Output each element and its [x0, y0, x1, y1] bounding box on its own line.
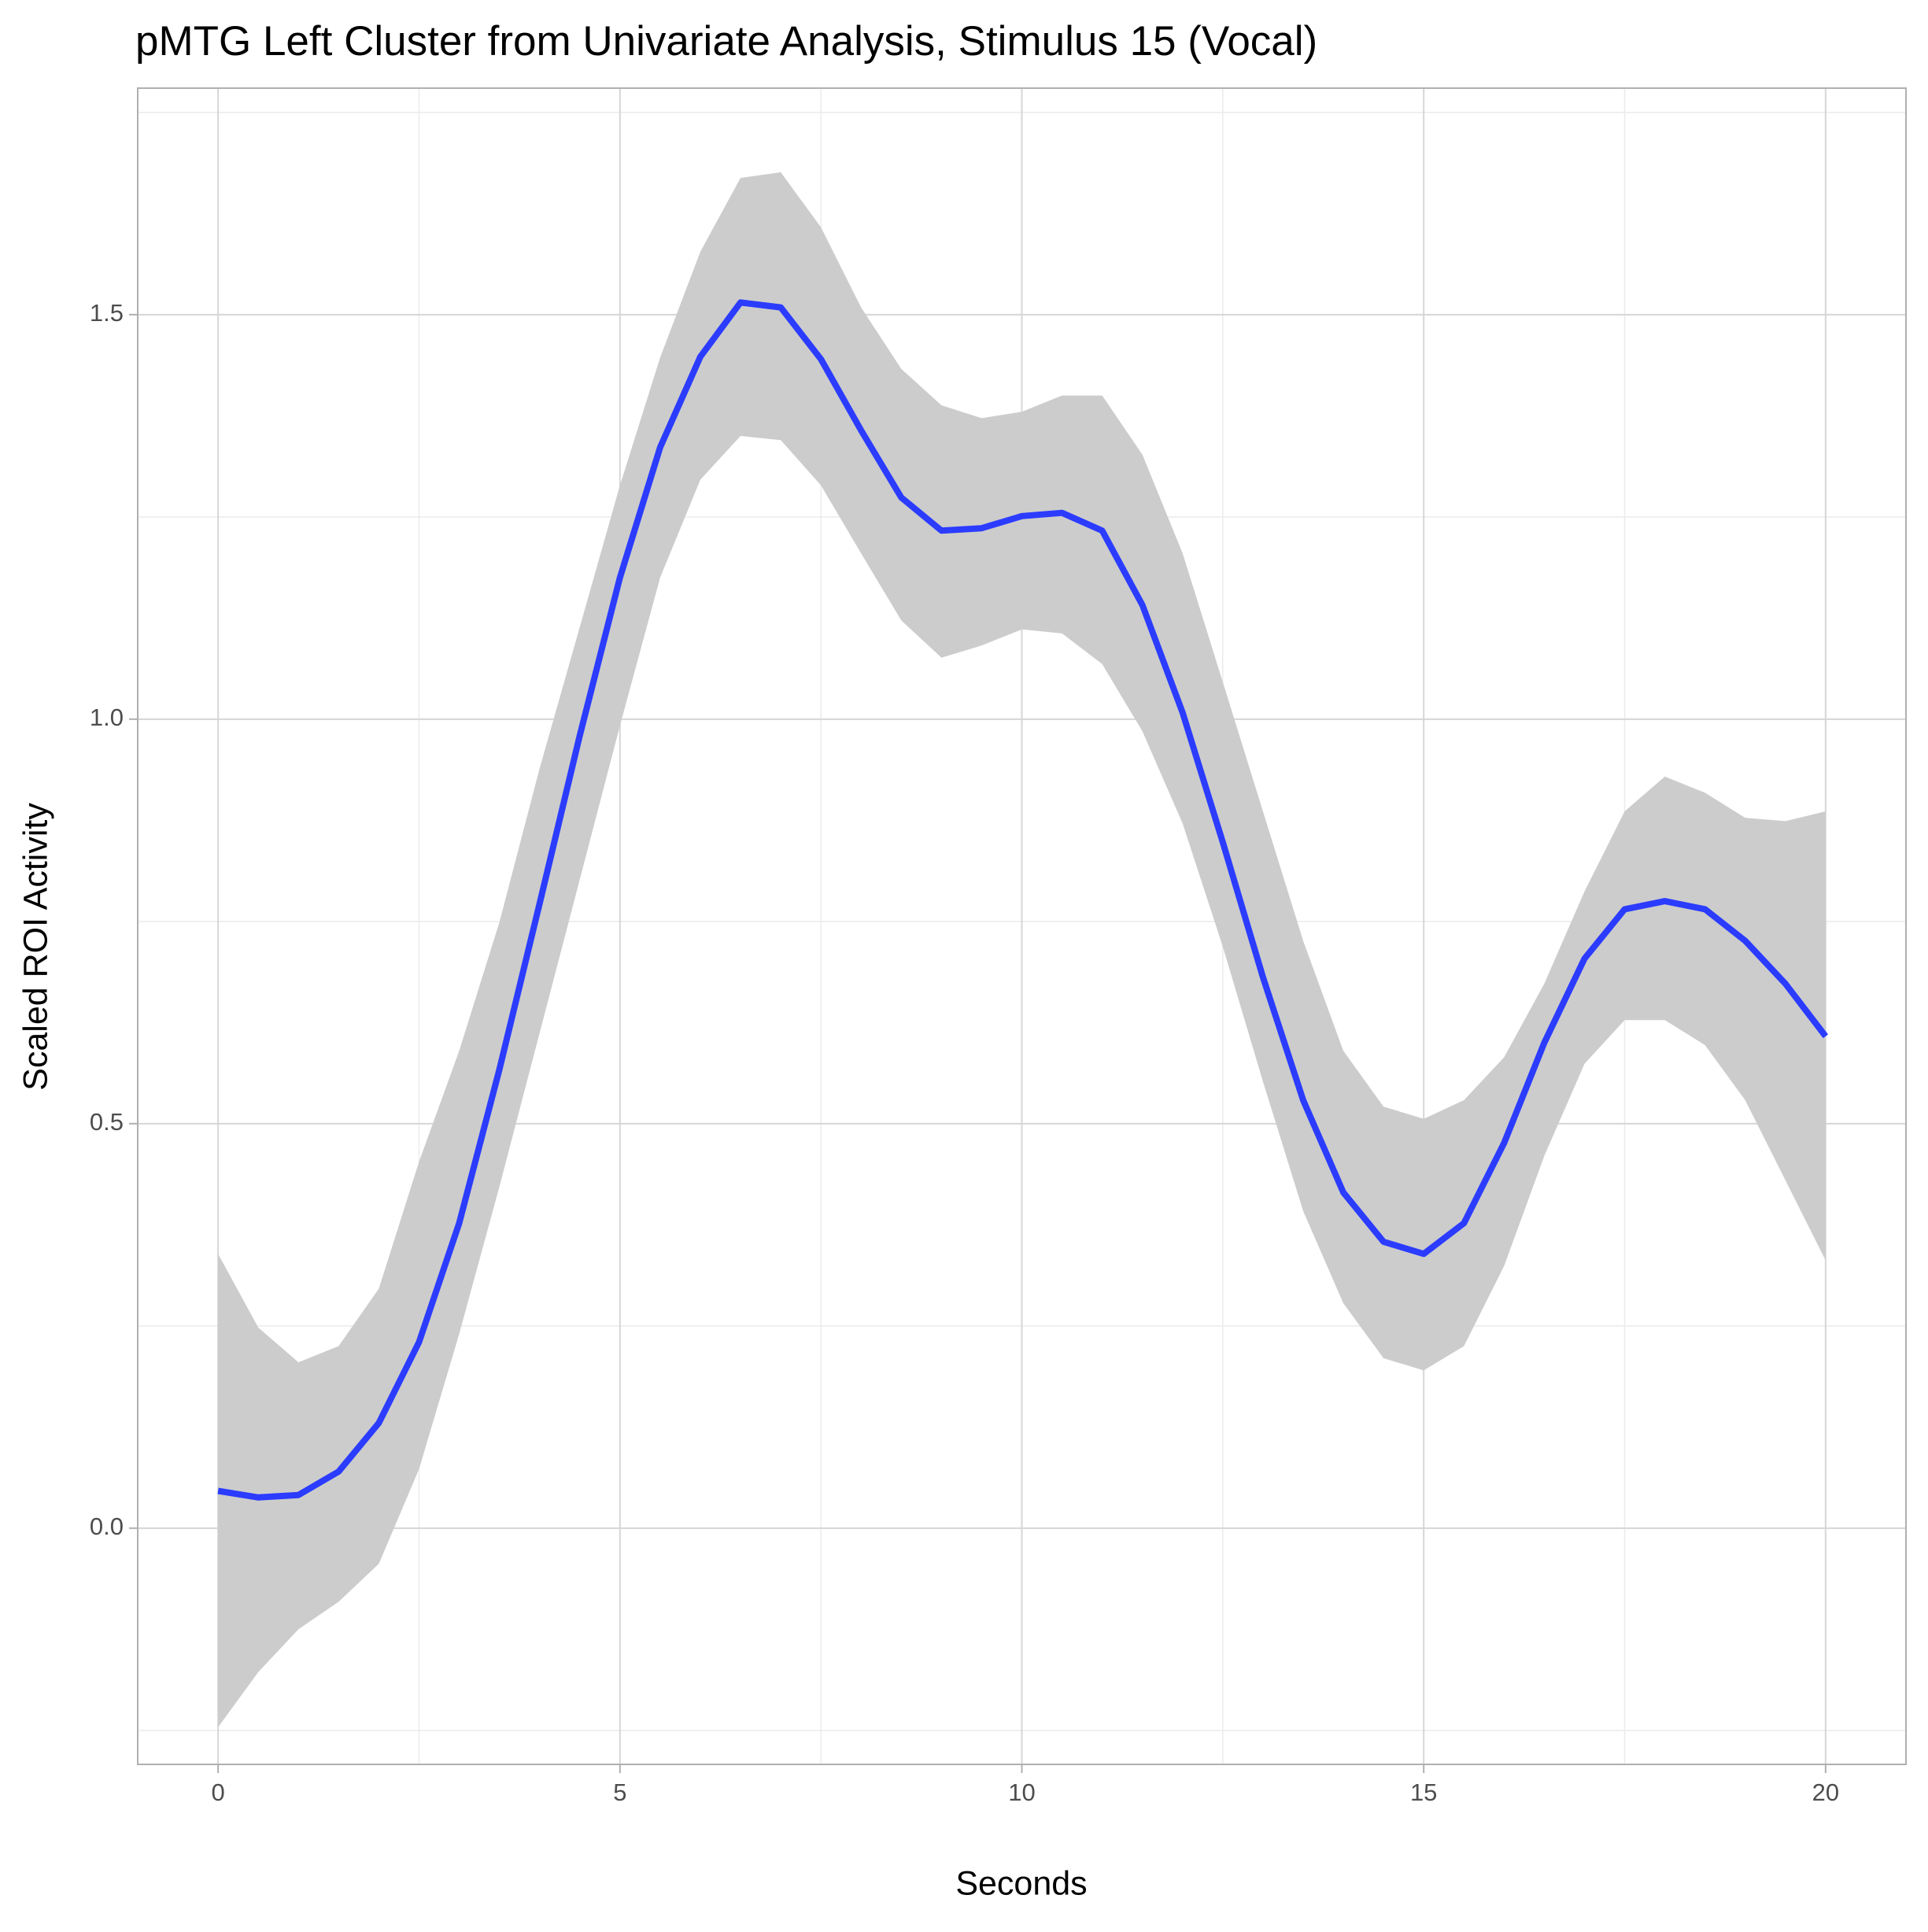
x-tick-label: 0: [212, 1779, 225, 1806]
y-tick-label: 1.5: [90, 299, 124, 327]
x-tick-label: 10: [1008, 1779, 1035, 1806]
y-tick-label: 0.0: [90, 1513, 124, 1540]
x-tick-label: 15: [1410, 1779, 1437, 1806]
y-tick-label: 1.0: [90, 704, 124, 731]
chart-title: pMTG Left Cluster from Univariate Analys…: [135, 18, 1317, 65]
x-tick-label: 20: [1812, 1779, 1839, 1806]
y-axis-title: Scaled ROI Activity: [17, 803, 54, 1091]
x-axis-title: Seconds: [955, 1864, 1087, 1902]
y-tick-label: 0.5: [90, 1108, 124, 1136]
x-tick-label: 5: [613, 1779, 626, 1806]
line: [217, 299, 1829, 1501]
plot-border: [137, 87, 1907, 1765]
confidence-band: [218, 172, 1826, 1727]
